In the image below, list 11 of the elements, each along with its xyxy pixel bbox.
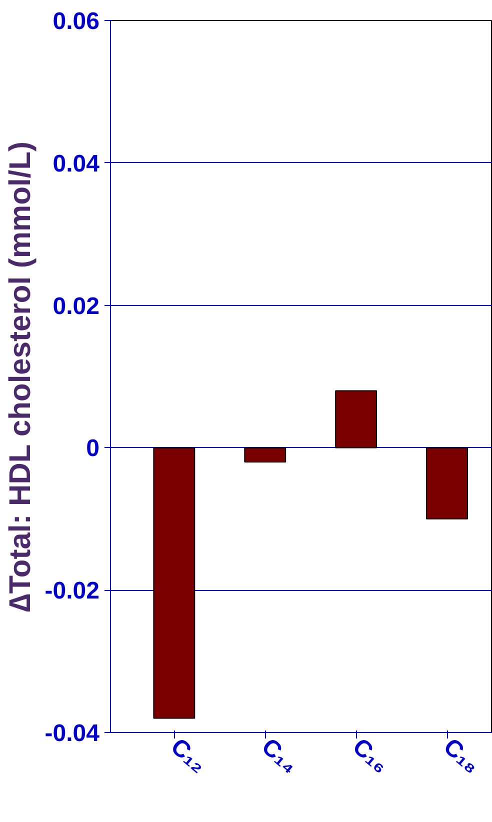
y-tick-label: -0.02 bbox=[44, 578, 100, 605]
x-tick-label: C₁₆ bbox=[347, 733, 394, 778]
y-tick-label: 0.04 bbox=[52, 150, 100, 178]
y-axis-title: ∆Total: HDL cholesterol (mmol/L) bbox=[4, 141, 37, 612]
x-tick-label: C₁₄ bbox=[256, 733, 304, 779]
y-tick-label: 0.06 bbox=[52, 8, 100, 35]
y-tick-label: 0 bbox=[86, 435, 100, 462]
x-tick-label: C₁₈ bbox=[438, 733, 486, 779]
y-tick-label: 0.02 bbox=[52, 292, 100, 320]
y-tick-label: -0.04 bbox=[44, 720, 100, 747]
x-tick-label: C₁₂ bbox=[165, 733, 212, 778]
